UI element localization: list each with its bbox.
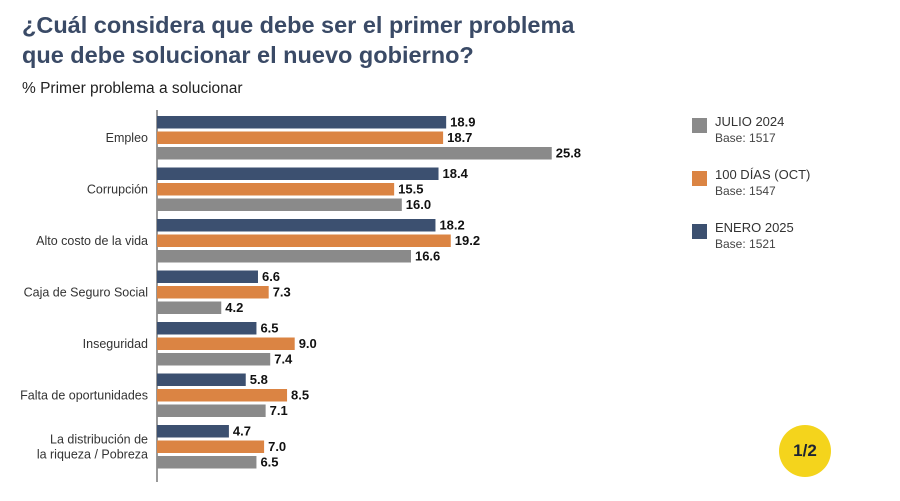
- bar-la-distribución-de-la-riqueza-pobreza-enero-2025: [157, 425, 229, 438]
- bar-alto-costo-de-la-vida-enero-2025: [157, 219, 436, 232]
- legend: JULIO 2024 Base: 1517 100 DÍAS (OCT) Bas…: [692, 114, 882, 273]
- legend-swatch-julio-2024: [692, 118, 707, 133]
- value-label-falta-de-oportunidades-enero-2025: 5.8: [250, 372, 268, 387]
- legend-item-100-dias: 100 DÍAS (OCT) Base: 1547: [692, 167, 882, 220]
- chart-title: ¿Cuál considera que debe ser el primer p…: [22, 10, 662, 70]
- value-label-la-distribución-de-la-riqueza-pobreza-enero-2025: 4.7: [233, 424, 251, 439]
- bar-falta-de-oportunidades-100-d-as-oct-: [157, 389, 288, 402]
- bar-alto-costo-de-la-vida-julio-2024: [157, 250, 411, 263]
- value-label-corrupción-100-d-as-oct-: 15.5: [398, 182, 423, 197]
- bar-la-distribución-de-la-riqueza-pobreza-julio-2024: [157, 456, 257, 469]
- value-label-empleo-enero-2025: 18.9: [450, 115, 475, 130]
- legend-item-enero-2025: ENERO 2025 Base: 1521: [692, 220, 882, 273]
- legend-base-julio-2024: Base: 1517: [715, 131, 776, 145]
- value-label-inseguridad-enero-2025: 6.5: [260, 321, 278, 336]
- bar-empleo-julio-2024: [157, 147, 552, 160]
- legend-base-enero-2025: Base: 1521: [715, 237, 776, 251]
- value-label-corrupción-enero-2025: 18.4: [443, 166, 469, 181]
- value-label-alto-costo-de-la-vida-julio-2024: 16.6: [415, 249, 440, 264]
- bar-falta-de-oportunidades-enero-2025: [157, 373, 246, 386]
- bar-inseguridad-julio-2024: [157, 353, 271, 366]
- value-label-alto-costo-de-la-vida-enero-2025: 18.2: [439, 218, 464, 233]
- value-label-caja-de-seguro-social-100-d-as-oct-: 7.3: [273, 285, 291, 300]
- value-label-empleo-100-d-as-oct-: 18.7: [447, 130, 472, 145]
- value-label-empleo-julio-2024: 25.8: [556, 146, 581, 161]
- value-label-corrupción-julio-2024: 16.0: [406, 197, 431, 212]
- legend-label-enero-2025: ENERO 2025: [715, 220, 794, 235]
- value-label-la-distribución-de-la-riqueza-pobreza-100-d-as-oct-: 7.0: [268, 439, 286, 454]
- bar-empleo-100-d-as-oct-: [157, 131, 444, 144]
- bar-caja-de-seguro-social-enero-2025: [157, 270, 258, 283]
- value-label-caja-de-seguro-social-enero-2025: 6.6: [262, 269, 280, 284]
- value-label-falta-de-oportunidades-100-d-as-oct-: 8.5: [291, 388, 309, 403]
- value-label-alto-costo-de-la-vida-100-d-as-oct-: 19.2: [455, 233, 480, 248]
- chart-title-line-1: ¿Cuál considera que debe ser el primer p…: [22, 12, 575, 38]
- value-label-falta-de-oportunidades-julio-2024: 7.1: [270, 403, 288, 418]
- bar-falta-de-oportunidades-julio-2024: [157, 404, 266, 417]
- bar-corrupción-100-d-as-oct-: [157, 183, 395, 196]
- bar-empleo-enero-2025: [157, 116, 447, 129]
- category-label-falta-de-oportunidades: Falta de oportunidades: [20, 388, 148, 402]
- bar-inseguridad-100-d-as-oct-: [157, 337, 295, 350]
- bar-corrupción-julio-2024: [157, 198, 402, 211]
- legend-item-julio-2024: JULIO 2024 Base: 1517: [692, 114, 882, 167]
- bar-inseguridad-enero-2025: [157, 322, 257, 335]
- bar-caja-de-seguro-social-100-d-as-oct-: [157, 286, 269, 299]
- category-label-empleo: Empleo: [106, 131, 148, 145]
- page-indicator-badge: 1/2: [779, 425, 831, 477]
- legend-base-100-dias: Base: 1547: [715, 184, 776, 198]
- value-label-inseguridad-100-d-as-oct-: 9.0: [299, 336, 317, 351]
- chart-title-line-2: que debe solucionar el nuevo gobierno?: [22, 42, 474, 68]
- value-label-la-distribución-de-la-riqueza-pobreza-julio-2024: 6.5: [260, 455, 278, 470]
- category-label-caja-de-seguro-social: Caja de Seguro Social: [24, 285, 148, 299]
- legend-swatch-100-dias: [692, 171, 707, 186]
- bar-alto-costo-de-la-vida-100-d-as-oct-: [157, 234, 451, 247]
- value-label-inseguridad-julio-2024: 7.4: [274, 352, 293, 367]
- bar-la-distribución-de-la-riqueza-pobreza-100-d-as-oct-: [157, 440, 265, 453]
- category-label-alto-costo-de-la-vida: Alto costo de la vida: [36, 234, 148, 248]
- legend-swatch-enero-2025: [692, 224, 707, 239]
- legend-label-julio-2024: JULIO 2024: [715, 114, 785, 129]
- category-label-corrupción: Corrupción: [87, 182, 148, 196]
- bar-caja-de-seguro-social-julio-2024: [157, 301, 222, 314]
- chart-subtitle: % Primer problema a solucionar: [22, 80, 243, 97]
- legend-label-100-dias: 100 DÍAS (OCT): [715, 167, 811, 182]
- category-label-la-distribución-de-la-riqueza-pobreza: La distribución de la riqueza / Pobreza: [37, 432, 148, 461]
- value-label-caja-de-seguro-social-julio-2024: 4.2: [225, 300, 243, 315]
- bar-corrupción-enero-2025: [157, 167, 439, 180]
- category-label-inseguridad: Inseguridad: [83, 337, 148, 351]
